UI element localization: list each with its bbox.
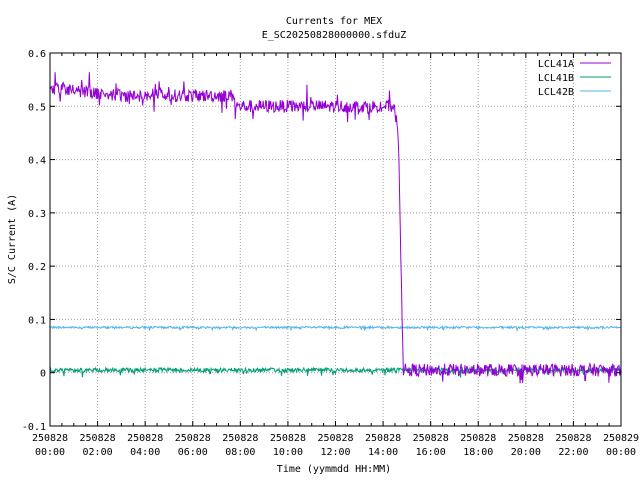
x-tick-label-time: 22:00 — [558, 447, 588, 458]
legend-label-lcl42b: LCL42B — [538, 87, 574, 98]
x-tick-label-date: 250828 — [413, 433, 449, 444]
y-tick-label: -0.1 — [22, 422, 46, 433]
y-tick-label: 0.3 — [28, 209, 46, 220]
y-tick-labels: -0.1 0 0.1 0.2 0.3 0.4 0.5 0.6 — [22, 49, 46, 433]
x-tick-label-date: 250828 — [555, 433, 591, 444]
x-tick-label-date: 250828 — [127, 433, 163, 444]
series-plot — [49, 72, 622, 384]
x-tick-label-date: 250828 — [508, 433, 544, 444]
series-line-lcl41a — [49, 72, 622, 384]
x-tick-label-time: 00:00 — [606, 447, 636, 458]
x-tick-label-time: 18:00 — [463, 447, 493, 458]
x-tick-labels: 250828 00:00 250828 02:00 250828 04:00 250828 0… — [32, 433, 639, 458]
x-tick-label-time: 08:00 — [225, 447, 255, 458]
y-tick-label: 0.6 — [28, 49, 46, 60]
x-tick-label-date: 250828 — [222, 433, 258, 444]
x-tick-label-time: 06:00 — [178, 447, 208, 458]
x-tick-label-date: 250828 — [365, 433, 401, 444]
x-tick-label-date: 250828 — [317, 433, 353, 444]
x-tick-label-time: 00:00 — [35, 447, 65, 458]
x-tick-label-time: 04:00 — [130, 447, 160, 458]
y-tick-label: 0 — [40, 369, 46, 380]
y-tick-label: 0.2 — [28, 262, 46, 273]
x-tick-label-date: 250828 — [270, 433, 306, 444]
x-tick-label-time: 10:00 — [273, 447, 303, 458]
x-tick-label-time: 14:00 — [368, 447, 398, 458]
series-line-lcl42b — [49, 324, 622, 333]
x-tick-label-time: 20:00 — [511, 447, 541, 458]
axis-ticks — [49, 52, 622, 427]
x-tick-label-time: 16:00 — [416, 447, 446, 458]
x-axis-label: Time (yymmdd HH:MM) — [277, 464, 391, 475]
x-tick-label-date: 250828 — [460, 433, 496, 444]
legend: LCL41A LCL41B LCL42B — [538, 59, 611, 98]
legend-label-lcl41a: LCL41A — [538, 59, 574, 70]
x-tick-label-time: 12:00 — [320, 447, 350, 458]
y-tick-label: 0.1 — [28, 315, 46, 326]
y-axis-label: S/C Current (A) — [7, 194, 18, 284]
legend-label-lcl41b: LCL41B — [538, 73, 574, 84]
chart-subtitle: E_SC20250828000000.sfduZ — [262, 30, 407, 41]
x-tick-label-date: 250829 — [603, 433, 639, 444]
y-tick-label: 0.5 — [28, 102, 46, 113]
x-tick-label-date: 250828 — [32, 433, 68, 444]
x-tick-label-date: 250828 — [80, 433, 116, 444]
y-tick-label: 0.4 — [28, 156, 46, 167]
chart-title: Currents for MEX — [286, 16, 382, 27]
x-tick-label-time: 02:00 — [83, 447, 113, 458]
x-tick-label-date: 250828 — [175, 433, 211, 444]
